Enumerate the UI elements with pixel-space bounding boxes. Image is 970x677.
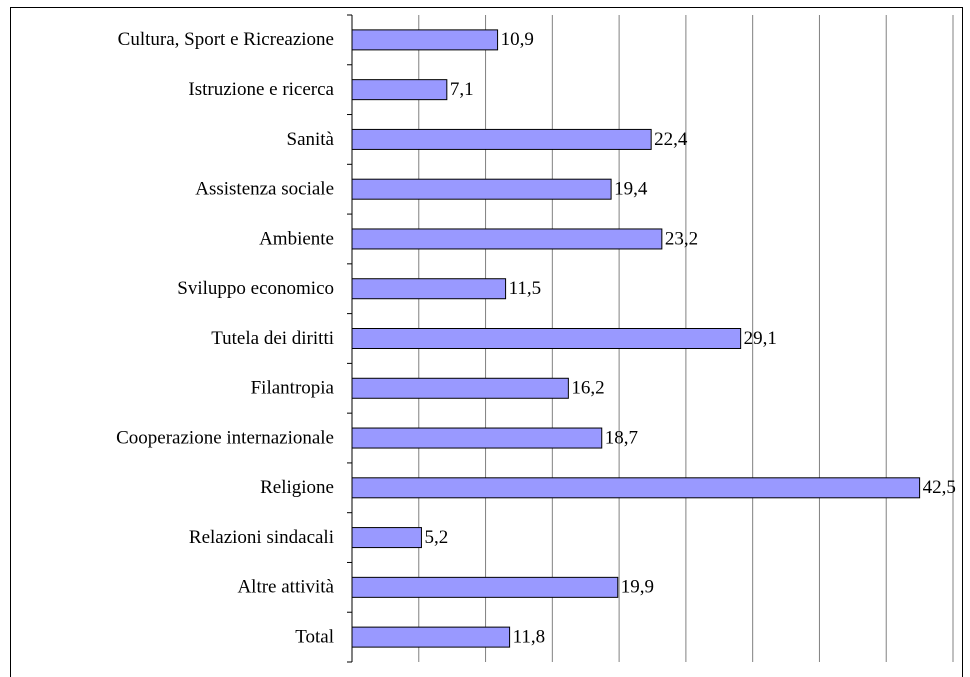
y-tick-label: Cooperazione internazionale <box>116 427 334 448</box>
bar <box>351 79 448 101</box>
value-label: 22,4 <box>654 129 688 150</box>
bar <box>351 178 612 200</box>
y-tick-label: Tutela dei diritti <box>211 328 334 349</box>
y-tick-label: Altre attività <box>237 577 334 598</box>
y-tick-label: Total <box>295 626 334 647</box>
value-label: 18,7 <box>605 427 638 448</box>
bar <box>351 427 603 449</box>
y-tick-label: Sanità <box>287 129 335 150</box>
value-label: 16,2 <box>571 378 604 399</box>
value-label: 23,2 <box>665 228 698 249</box>
bar <box>351 328 742 349</box>
bar <box>351 29 499 51</box>
bar <box>351 477 921 499</box>
value-label: 5,2 <box>424 527 448 548</box>
y-tick-label: Cultura, Sport e Ricreazione <box>118 29 334 50</box>
bar <box>351 228 663 250</box>
y-tick-label: Istruzione e ricerca <box>188 79 334 100</box>
y-tick-label: Filantropia <box>251 378 335 399</box>
value-label: 42,5 <box>923 477 956 498</box>
bar <box>351 377 569 399</box>
y-tick-label: Sviluppo economico <box>177 278 334 299</box>
bar <box>351 278 507 300</box>
value-label: 19,4 <box>614 179 648 200</box>
y-tick-label: Relazioni sindacali <box>189 527 334 548</box>
value-label: 10,9 <box>501 29 534 50</box>
value-label: 11,5 <box>509 278 542 299</box>
y-tick-label: Religione <box>260 477 334 498</box>
y-tick-label: Assistenza sociale <box>195 179 334 200</box>
value-label: 29,1 <box>744 328 777 349</box>
bar <box>351 576 619 598</box>
bar <box>351 626 511 648</box>
bar <box>351 527 422 549</box>
value-label: 7,1 <box>450 79 474 100</box>
bar <box>351 128 652 150</box>
chart-frame <box>10 7 963 677</box>
y-tick-label: Ambiente <box>259 228 334 249</box>
value-label: 11,8 <box>513 626 546 647</box>
value-label: 19,9 <box>621 577 654 598</box>
